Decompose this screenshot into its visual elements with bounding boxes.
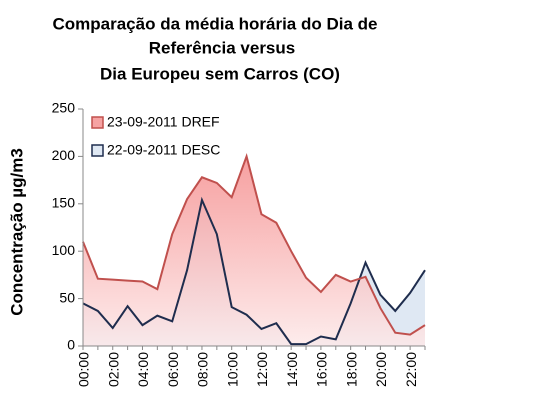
x-tick-label: 08:00 <box>195 352 211 387</box>
y-axis-label: Concentração µg/m3 <box>7 148 26 316</box>
area-fill <box>83 156 425 346</box>
legend-swatch <box>91 144 104 157</box>
legend-label: 22-09-2011 DESC <box>107 142 220 158</box>
x-tick-label: 10:00 <box>224 352 240 387</box>
x-tick-label: 20:00 <box>373 352 389 387</box>
x-tick-label: 16:00 <box>314 352 330 387</box>
x-tick-label: 04:00 <box>135 352 151 387</box>
y-tick-label: 50 <box>59 289 75 305</box>
x-tick-label: 22:00 <box>403 352 419 387</box>
y-tick-label: 0 <box>67 337 75 353</box>
legend-swatch <box>91 116 104 129</box>
x-tick-label: 18:00 <box>343 352 359 387</box>
y-tick-label: 250 <box>52 100 76 116</box>
chart-title: Dia Europeu sem Carros (CO) <box>100 64 340 83</box>
series-line <box>82 196 426 346</box>
y-tick-label: 200 <box>52 147 76 163</box>
y-tick-label: 100 <box>52 242 76 258</box>
chart-title: Referência versus <box>149 38 295 57</box>
chart-title: Comparação da média horária do Dia de <box>53 14 378 33</box>
series-line <box>82 153 426 336</box>
y-tick-label: 150 <box>52 195 76 211</box>
x-tick-label: 02:00 <box>105 352 121 387</box>
legend-label: 23-09-2011 DREF <box>107 114 220 130</box>
x-tick-label: 06:00 <box>165 352 181 387</box>
x-tick-label: 12:00 <box>254 352 270 387</box>
x-tick-label: 00:00 <box>76 352 92 387</box>
x-tick-label: 14:00 <box>284 352 300 387</box>
